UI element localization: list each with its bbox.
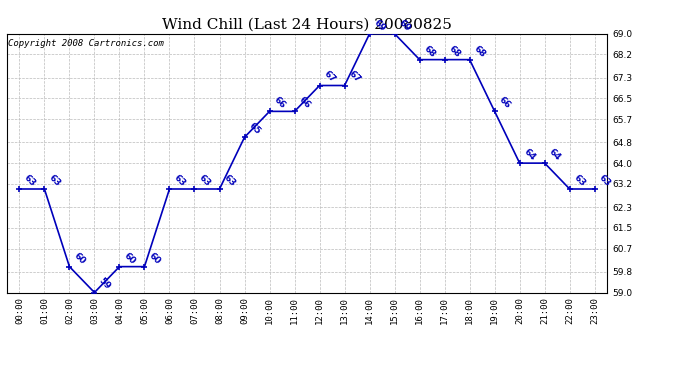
Text: 67: 67	[322, 69, 337, 85]
Text: 64: 64	[547, 147, 563, 162]
Text: 59: 59	[97, 276, 112, 292]
Text: 68: 68	[473, 44, 488, 59]
Text: Copyright 2008 Cartronics.com: Copyright 2008 Cartronics.com	[8, 39, 164, 48]
Text: 63: 63	[197, 173, 213, 188]
Text: 69: 69	[373, 18, 388, 33]
Text: 68: 68	[447, 44, 462, 59]
Text: 60: 60	[122, 251, 137, 266]
Text: 63: 63	[573, 173, 588, 188]
Text: 66: 66	[273, 95, 288, 111]
Text: 60: 60	[147, 251, 162, 266]
Title: Wind Chill (Last 24 Hours) 20080825: Wind Chill (Last 24 Hours) 20080825	[162, 17, 452, 31]
Text: 63: 63	[598, 173, 613, 188]
Text: 65: 65	[247, 121, 262, 136]
Text: 66: 66	[497, 95, 513, 111]
Text: 60: 60	[72, 251, 88, 266]
Text: 69: 69	[397, 18, 413, 33]
Text: 67: 67	[347, 69, 363, 85]
Text: 66: 66	[297, 95, 313, 111]
Text: 63: 63	[22, 173, 37, 188]
Text: 64: 64	[522, 147, 538, 162]
Text: 68: 68	[422, 44, 437, 59]
Text: 63: 63	[47, 173, 62, 188]
Text: 63: 63	[172, 173, 188, 188]
Text: 63: 63	[222, 173, 237, 188]
